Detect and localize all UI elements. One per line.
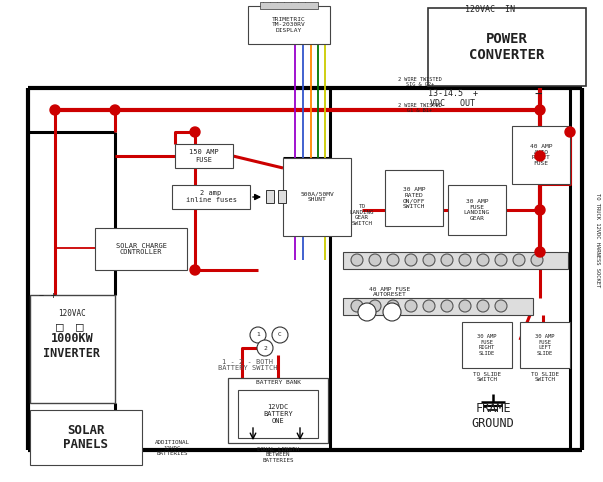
Text: TO SLIDE
SWITCH: TO SLIDE SWITCH xyxy=(531,372,559,382)
Text: EQUAL LENGTH
BETWEEN
BATTERIES: EQUAL LENGTH BETWEEN BATTERIES xyxy=(257,447,299,463)
Text: 30 AMP
FUSE
LANDING
GEAR: 30 AMP FUSE LANDING GEAR xyxy=(464,199,490,221)
Circle shape xyxy=(441,254,453,266)
Circle shape xyxy=(459,300,471,312)
Text: 2 WIRE TWISTED
SIG & G2+: 2 WIRE TWISTED SIG & G2+ xyxy=(398,77,442,87)
FancyBboxPatch shape xyxy=(260,2,318,9)
Circle shape xyxy=(535,105,545,115)
Text: 2 WIRE TWISTED
G1 & B1+: 2 WIRE TWISTED G1 & B1+ xyxy=(398,103,442,113)
Circle shape xyxy=(423,300,435,312)
FancyBboxPatch shape xyxy=(175,144,233,168)
FancyBboxPatch shape xyxy=(30,410,142,465)
Text: 1 - 2 - BOTH
BATTERY SWITCH: 1 - 2 - BOTH BATTERY SWITCH xyxy=(218,359,278,372)
Text: POWER
CONVERTER: POWER CONVERTER xyxy=(469,32,545,62)
Text: 30 AMP
FUSE
LEFT
SLIDE: 30 AMP FUSE LEFT SLIDE xyxy=(535,334,555,356)
Text: 40 AMP
AUTO
RESET
FUSE: 40 AMP AUTO RESET FUSE xyxy=(530,144,552,166)
Text: 1: 1 xyxy=(256,333,260,337)
FancyBboxPatch shape xyxy=(95,228,187,270)
Text: 30 AMP
RATED
ON/OFF
SWITCH: 30 AMP RATED ON/OFF SWITCH xyxy=(403,187,425,209)
Text: SOLAR CHARGE
CONTROLLER: SOLAR CHARGE CONTROLLER xyxy=(116,242,166,255)
Circle shape xyxy=(535,151,545,161)
Text: 40 AMP FUSE
AUTORESET: 40 AMP FUSE AUTORESET xyxy=(370,287,411,297)
FancyBboxPatch shape xyxy=(512,126,570,184)
Text: 500A/50MV
SHUNT: 500A/50MV SHUNT xyxy=(300,192,334,202)
Circle shape xyxy=(369,254,381,266)
Text: 1000KW
INVERTER: 1000KW INVERTER xyxy=(43,332,101,360)
Text: 2: 2 xyxy=(263,346,267,350)
FancyBboxPatch shape xyxy=(30,295,115,403)
Circle shape xyxy=(423,254,435,266)
Circle shape xyxy=(513,254,525,266)
FancyBboxPatch shape xyxy=(343,252,568,269)
Text: C: C xyxy=(278,333,282,337)
Text: 120VAC  IN: 120VAC IN xyxy=(465,5,515,14)
Circle shape xyxy=(405,254,417,266)
Text: TO TRUCK 12VDC HARNESS SOCKET: TO TRUCK 12VDC HARNESS SOCKET xyxy=(595,193,599,287)
Circle shape xyxy=(387,254,399,266)
Circle shape xyxy=(50,105,60,115)
Text: 2 amp
inline fuses: 2 amp inline fuses xyxy=(186,190,236,203)
Text: +: + xyxy=(51,292,55,300)
FancyBboxPatch shape xyxy=(278,190,286,203)
Text: TO SLIDE
SWITCH: TO SLIDE SWITCH xyxy=(473,372,501,382)
FancyBboxPatch shape xyxy=(520,322,570,368)
Circle shape xyxy=(565,127,575,137)
Circle shape xyxy=(495,300,507,312)
Text: −: − xyxy=(39,292,43,300)
Circle shape xyxy=(441,300,453,312)
Text: BATTERY BANK: BATTERY BANK xyxy=(256,379,300,385)
FancyBboxPatch shape xyxy=(462,322,512,368)
Text: TO
LANDING
GEAR
SWITCH: TO LANDING GEAR SWITCH xyxy=(350,204,374,226)
FancyBboxPatch shape xyxy=(385,170,443,226)
Text: 12VDC
BATTERY
ONE: 12VDC BATTERY ONE xyxy=(263,404,293,424)
Text: 30 AMP
FUSE
RIGHT
SLIDE: 30 AMP FUSE RIGHT SLIDE xyxy=(477,334,497,356)
Text: ADDITIONAL
12VDC
BATTERIES: ADDITIONAL 12VDC BATTERIES xyxy=(154,440,189,456)
Circle shape xyxy=(358,303,376,321)
Circle shape xyxy=(535,247,545,257)
Circle shape xyxy=(495,254,507,266)
Text: VDC   OUT: VDC OUT xyxy=(431,98,476,107)
Circle shape xyxy=(531,254,543,266)
FancyBboxPatch shape xyxy=(428,8,586,86)
FancyBboxPatch shape xyxy=(238,390,318,438)
Circle shape xyxy=(535,205,545,215)
FancyBboxPatch shape xyxy=(343,298,533,315)
Circle shape xyxy=(351,254,363,266)
Circle shape xyxy=(272,327,288,343)
Text: TRIMETRIC
TM-2030RV
DISPLAY: TRIMETRIC TM-2030RV DISPLAY xyxy=(272,17,306,33)
Circle shape xyxy=(190,127,200,137)
Text: 13-14.5  +: 13-14.5 + xyxy=(428,90,478,98)
Circle shape xyxy=(110,105,120,115)
Circle shape xyxy=(190,265,200,275)
Circle shape xyxy=(250,327,266,343)
Circle shape xyxy=(477,254,489,266)
FancyBboxPatch shape xyxy=(172,185,250,209)
Text: □: □ xyxy=(56,321,64,334)
FancyBboxPatch shape xyxy=(266,190,274,203)
FancyBboxPatch shape xyxy=(448,185,506,235)
Circle shape xyxy=(351,300,363,312)
Text: □: □ xyxy=(76,321,84,334)
FancyBboxPatch shape xyxy=(248,6,330,44)
Text: SOLAR
PANELS: SOLAR PANELS xyxy=(63,424,109,452)
Text: FRAME
GROUND: FRAME GROUND xyxy=(472,402,514,430)
FancyBboxPatch shape xyxy=(228,378,328,443)
Circle shape xyxy=(369,300,381,312)
Circle shape xyxy=(405,300,417,312)
FancyBboxPatch shape xyxy=(283,158,351,236)
Circle shape xyxy=(257,340,273,356)
Text: −: − xyxy=(534,88,541,101)
Circle shape xyxy=(383,303,401,321)
Circle shape xyxy=(387,300,399,312)
Circle shape xyxy=(459,254,471,266)
Text: 150 AMP
FUSE: 150 AMP FUSE xyxy=(189,149,219,162)
Circle shape xyxy=(477,300,489,312)
Text: 120VAC: 120VAC xyxy=(58,308,86,318)
